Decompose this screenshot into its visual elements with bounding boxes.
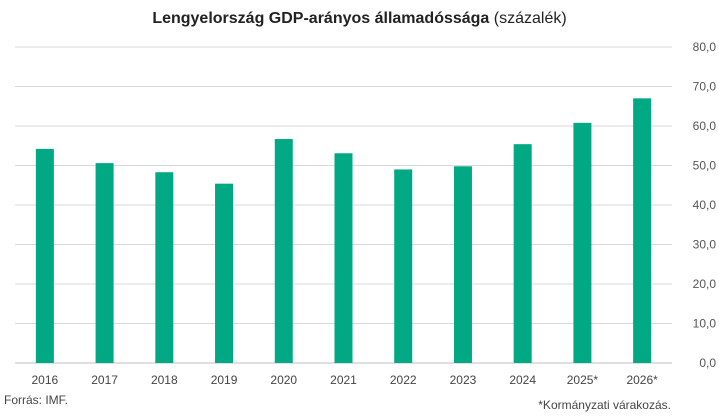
y-tick-label: 30,0 — [693, 238, 717, 252]
y-tick-label: 80,0 — [693, 40, 717, 54]
x-tick-label: 2023 — [450, 373, 477, 387]
y-tick-label: 20,0 — [693, 277, 717, 291]
x-tick-label: 2024 — [509, 373, 536, 387]
bar — [215, 183, 234, 363]
footnote: *Kormányzati várakozás. — [538, 398, 671, 412]
x-tick-label: 2026* — [626, 373, 658, 387]
x-tick-label: 2019 — [211, 373, 238, 387]
bar — [394, 169, 413, 363]
source-note: Forrás: IMF. — [4, 393, 69, 407]
chart-title: Lengyelország GDP-arányos államadóssága … — [0, 10, 719, 28]
x-tick-label: 2018 — [151, 373, 178, 387]
bar — [35, 148, 54, 363]
x-tick-label: 2016 — [32, 373, 59, 387]
x-tick-label: 2021 — [330, 373, 357, 387]
y-tick-label: 70,0 — [693, 80, 717, 94]
y-tick-label: 50,0 — [693, 159, 717, 173]
bar — [334, 153, 353, 363]
x-tick-label: 2025* — [567, 373, 599, 387]
bar — [513, 144, 532, 363]
bar — [633, 98, 652, 363]
chart-title-unit: (százalék) — [493, 10, 567, 27]
x-tick-label: 2020 — [270, 373, 297, 387]
y-tick-label: 60,0 — [693, 119, 717, 133]
bar — [95, 163, 114, 363]
x-tick-label: 2017 — [91, 373, 118, 387]
bar — [573, 122, 592, 363]
y-tick-label: 40,0 — [693, 198, 717, 212]
bar — [274, 139, 293, 363]
x-tick-label: 2022 — [390, 373, 417, 387]
chart-title-main: Lengyelország GDP-arányos államadóssága — [152, 10, 490, 27]
bar — [155, 172, 174, 363]
bar — [453, 166, 472, 363]
y-tick-label: 0,0 — [699, 356, 716, 370]
y-tick-label: 10,0 — [693, 317, 717, 331]
